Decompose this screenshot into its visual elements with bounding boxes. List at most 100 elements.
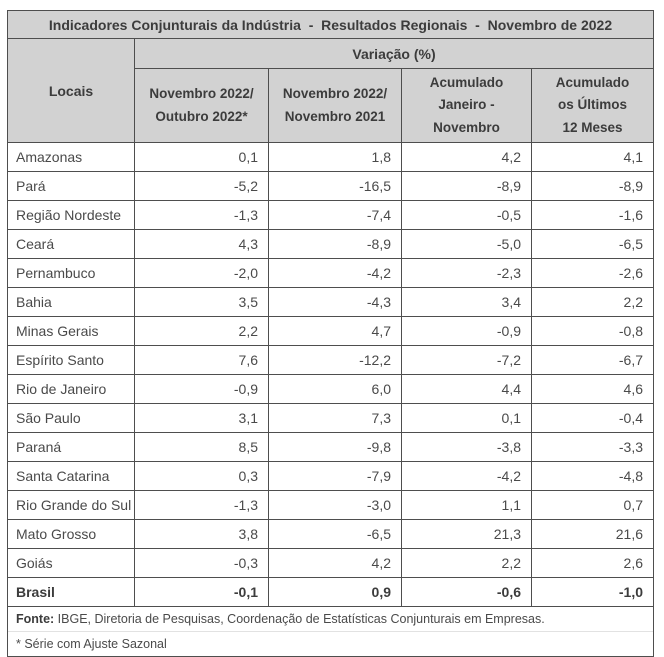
value-cell: 21,3 <box>401 519 532 549</box>
indicators-table-container: Indicadores Conjunturais da Indústria - … <box>6 10 655 657</box>
local-name-cell: Pará <box>7 171 135 201</box>
table-row: Bahia 3,5 -4,3 3,4 2,2 <box>7 287 655 317</box>
value-cell: -0,6 <box>401 577 532 607</box>
value-cell: 0,1 <box>401 403 532 433</box>
table-row: Ceará 4,3 -8,9 -5,0 -6,5 <box>7 229 655 259</box>
local-name-cell: Santa Catarina <box>7 461 135 491</box>
column-headers-row: Novembro 2022/Outubro 2022* Novembro 2022… <box>8 68 655 143</box>
value-cell: -8,9 <box>401 171 532 201</box>
value-cell: 21,6 <box>530 519 655 549</box>
value-cell: -1,3 <box>134 200 269 230</box>
value-cell: 3,5 <box>134 287 269 317</box>
value-cell: -0,9 <box>401 316 532 346</box>
table-body: Amazonas 0,1 1,8 4,2 4,1 Pará -5,2 -16,5 -8,9 -8,… <box>7 142 655 607</box>
value-cell: 2,6 <box>530 548 655 578</box>
table-row: Amazonas 0,1 1,8 4,2 4,1 <box>7 142 655 172</box>
local-name-cell: Rio Grande do Sul <box>7 490 135 520</box>
local-name-cell: Bahia <box>7 287 135 317</box>
value-cell: -3,0 <box>268 490 402 520</box>
value-cell: 6,0 <box>268 374 402 404</box>
value-cell: -6,5 <box>530 229 655 259</box>
table-row: Espírito Santo 7,6 -12,2 -7,2 -6,7 <box>7 345 655 375</box>
source-note: Fonte: IBGE, Diretoria de Pesquisas, Coo… <box>8 608 653 632</box>
local-name-cell: São Paulo <box>7 403 135 433</box>
value-cell: -8,9 <box>530 171 655 201</box>
value-cell: -6,5 <box>268 519 402 549</box>
local-name-cell: Espírito Santo <box>7 345 135 375</box>
value-cell: -4,8 <box>530 461 655 491</box>
value-cell: 0,7 <box>530 490 655 520</box>
value-cell: -1,3 <box>134 490 269 520</box>
table-row: Pernambuco -2,0 -4,2 -2,3 -2,6 <box>7 258 655 288</box>
value-cell: 0,9 <box>268 577 402 607</box>
local-name-cell: Rio de Janeiro <box>7 374 135 404</box>
value-cell: -4,2 <box>268 258 402 288</box>
value-cell: 2,2 <box>530 287 655 317</box>
value-cell: -4,2 <box>401 461 532 491</box>
value-cell: -0,9 <box>134 374 269 404</box>
value-cell: -9,8 <box>268 432 402 462</box>
value-cell: -2,6 <box>530 258 655 288</box>
value-cell: -4,3 <box>268 287 402 317</box>
value-cell: -0,3 <box>134 548 269 578</box>
value-cell: 3,4 <box>401 287 532 317</box>
indicators-table: Indicadores Conjunturais da Indústria - … <box>6 10 655 657</box>
table-row: Goiás -0,3 4,2 2,2 2,6 <box>7 548 655 578</box>
source-text: IBGE, Diretoria de Pesquisas, Coordenaçã… <box>54 612 545 626</box>
value-cell: -2,0 <box>134 258 269 288</box>
column-header-3: Acumulado os Últimos 12 Meses <box>530 68 655 143</box>
value-cell: 8,5 <box>134 432 269 462</box>
value-cell: 4,4 <box>401 374 532 404</box>
table-title: Indicadores Conjunturais da Indústria - … <box>6 10 655 39</box>
local-name-cell: Mato Grosso <box>7 519 135 549</box>
column-header-2: Acumulado Janeiro - Novembro <box>401 68 532 143</box>
value-cell: 2,2 <box>134 316 269 346</box>
local-name-cell: Brasil <box>7 577 135 607</box>
table-row: Brasil -0,1 0,9 -0,6 -1,0 <box>7 577 655 607</box>
value-cell: 4,7 <box>268 316 402 346</box>
value-cell: 1,1 <box>401 490 532 520</box>
table-row: Rio de Janeiro -0,9 6,0 4,4 4,6 <box>7 374 655 404</box>
value-cell: 2,2 <box>401 548 532 578</box>
value-cell: -2,3 <box>401 258 532 288</box>
table-footer: Fonte: IBGE, Diretoria de Pesquisas, Coo… <box>6 606 655 657</box>
local-name-cell: Minas Gerais <box>7 316 135 346</box>
local-name-cell: Região Nordeste <box>7 200 135 230</box>
value-cell: -0,5 <box>401 200 532 230</box>
table-row: São Paulo 3,1 7,3 0,1 -0,4 <box>7 403 655 433</box>
seasonal-adjustment-note: * Série com Ajuste Sazonal <box>16 637 167 651</box>
value-cell: -12,2 <box>268 345 402 375</box>
value-cell: -0,4 <box>530 403 655 433</box>
value-cell: -3,3 <box>530 432 655 462</box>
value-cell: 4,3 <box>134 229 269 259</box>
value-cell: 4,6 <box>530 374 655 404</box>
value-cell: -1,0 <box>530 577 655 607</box>
value-cell: -7,9 <box>268 461 402 491</box>
variacao-group-header: Variação (%) <box>133 38 655 69</box>
value-cell: -0,8 <box>530 316 655 346</box>
table-row: Rio Grande do Sul -1,3 -3,0 1,1 0,7 <box>7 490 655 520</box>
value-cell: -7,2 <box>401 345 532 375</box>
value-cell: 0,3 <box>134 461 269 491</box>
value-cell: 3,1 <box>134 403 269 433</box>
local-name-cell: Pernambuco <box>7 258 135 288</box>
table-row: Paraná 8,5 -9,8 -3,8 -3,3 <box>7 432 655 462</box>
value-cell: -6,7 <box>530 345 655 375</box>
value-cell: -7,4 <box>268 200 402 230</box>
local-name-cell: Amazonas <box>7 142 135 172</box>
value-cell: -5,2 <box>134 171 269 201</box>
value-cell: 0,1 <box>134 142 269 172</box>
local-name-cell: Paraná <box>7 432 135 462</box>
table-row: Minas Gerais 2,2 4,7 -0,9 -0,8 <box>7 316 655 346</box>
source-label: Fonte: <box>16 612 55 626</box>
value-cell: 4,2 <box>268 548 402 578</box>
table-row: Pará -5,2 -16,5 -8,9 -8,9 <box>7 171 655 201</box>
column-header-1: Novembro 2022/Novembro 2021 <box>268 68 402 143</box>
value-cell: -8,9 <box>268 229 402 259</box>
value-cell: -0,1 <box>134 577 269 607</box>
value-cell: 7,6 <box>134 345 269 375</box>
value-cell: -3,8 <box>401 432 532 462</box>
value-cell: -16,5 <box>268 171 402 201</box>
value-cell: -5,0 <box>401 229 532 259</box>
value-cell: 7,3 <box>268 403 402 433</box>
